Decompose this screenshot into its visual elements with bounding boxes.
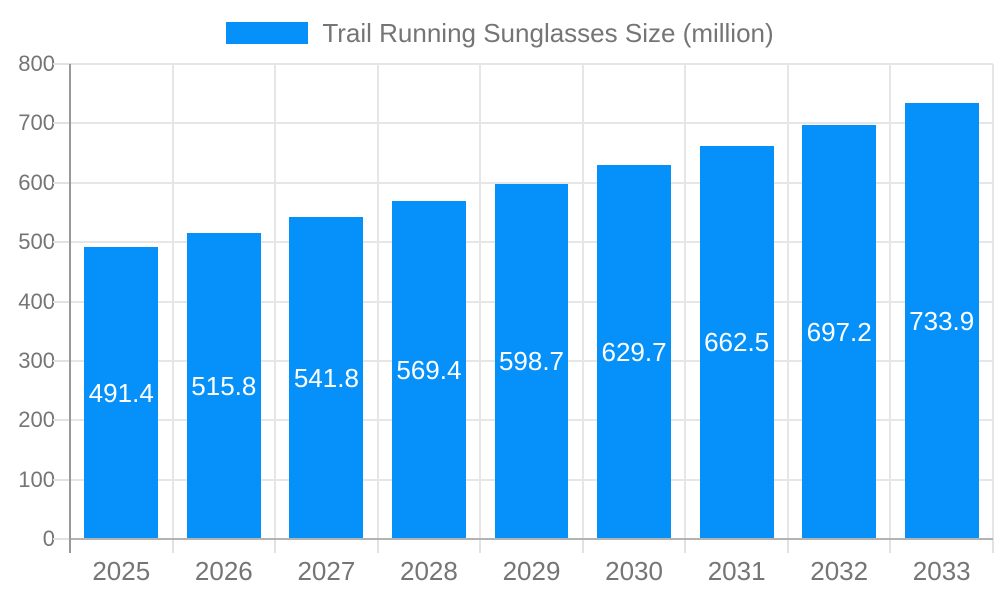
x-gridline xyxy=(581,64,584,539)
plot-area: 0 100 200 300 400 500 600 700 800 491.4 2025 515.8 2… xyxy=(18,51,994,585)
x-axis-tick xyxy=(479,539,482,553)
y-axis-tick-label: 600 xyxy=(18,169,55,195)
bar: 598.7 xyxy=(494,183,569,539)
bar: 733.9 xyxy=(904,103,979,539)
y-gridline xyxy=(70,63,993,65)
bar: 662.5 xyxy=(699,145,774,539)
bar-value-label: 733.9 xyxy=(909,306,975,337)
x-axis-tick xyxy=(376,539,379,553)
x-axis-tick xyxy=(581,539,584,553)
bar: 629.7 xyxy=(597,165,671,539)
bar: 541.8 xyxy=(289,217,364,539)
y-axis-tick-label: 200 xyxy=(18,407,55,433)
y-axis-tick xyxy=(53,538,70,540)
x-axis-tick-label: 2025 xyxy=(92,556,151,586)
y-gridline xyxy=(70,122,993,125)
x-axis-tick xyxy=(786,539,789,553)
bar: 515.8 xyxy=(186,232,261,539)
y-axis-tick-label: 800 xyxy=(18,51,55,76)
x-axis-tick xyxy=(171,539,174,553)
y-axis-tick-label: 300 xyxy=(18,347,55,373)
x-axis-tick xyxy=(684,539,687,553)
x-gridline xyxy=(889,64,892,539)
y-axis-tick xyxy=(53,300,70,303)
y-axis-tick xyxy=(53,419,70,422)
y-axis-tick-label: 400 xyxy=(18,288,55,314)
x-gridline xyxy=(376,64,379,539)
legend: Trail Running Sunglasses Size (million) xyxy=(0,20,1000,46)
y-axis-tick xyxy=(53,63,70,65)
x-axis-tick xyxy=(889,539,892,553)
x-axis-tick xyxy=(992,539,994,553)
bar: 569.4 xyxy=(392,200,466,539)
x-axis-tick-label: 2033 xyxy=(912,556,971,586)
x-axis-line xyxy=(70,538,993,540)
bar-value-label: 515.8 xyxy=(191,370,257,401)
bar-value-label: 697.2 xyxy=(806,317,872,348)
y-axis-tick xyxy=(53,359,70,362)
y-axis-tick-label: 0 xyxy=(42,526,55,551)
bar-value-label: 662.5 xyxy=(704,327,770,358)
x-gridline xyxy=(992,64,994,539)
bar-value-label: 491.4 xyxy=(88,378,154,409)
x-gridline xyxy=(684,64,687,539)
bar-value-label: 629.7 xyxy=(601,337,667,368)
legend-swatch xyxy=(226,22,309,44)
y-gridline xyxy=(70,181,993,184)
x-axis-tick-label: 2031 xyxy=(707,556,766,586)
x-gridline xyxy=(274,64,277,539)
x-axis-tick-label: 2026 xyxy=(194,556,253,586)
bar: 491.4 xyxy=(84,247,159,539)
y-axis-tick-label: 700 xyxy=(18,110,55,136)
x-gridline xyxy=(171,64,174,539)
x-axis-tick-label: 2029 xyxy=(502,556,561,586)
x-axis-tick xyxy=(274,539,277,553)
x-axis-tick-label: 2030 xyxy=(605,556,663,586)
bar: 697.2 xyxy=(802,125,877,539)
y-axis-line xyxy=(69,64,71,553)
x-gridline xyxy=(479,64,482,539)
bar-value-label: 569.4 xyxy=(396,354,462,385)
y-axis-tick xyxy=(53,241,70,244)
x-axis-tick-label: 2032 xyxy=(810,556,869,586)
legend-label: Trail Running Sunglasses Size (million) xyxy=(322,18,774,48)
x-axis-tick-label: 2028 xyxy=(400,556,458,586)
y-axis-tick xyxy=(53,478,70,481)
bar-value-label: 598.7 xyxy=(498,346,565,377)
y-axis-tick xyxy=(53,181,70,184)
y-axis-tick xyxy=(53,122,70,125)
y-axis-tick-label: 500 xyxy=(18,229,55,255)
y-axis-tick-label: 100 xyxy=(18,466,55,492)
x-gridline xyxy=(786,64,789,539)
bar-value-label: 541.8 xyxy=(293,363,359,394)
x-axis-tick-label: 2027 xyxy=(297,556,356,586)
